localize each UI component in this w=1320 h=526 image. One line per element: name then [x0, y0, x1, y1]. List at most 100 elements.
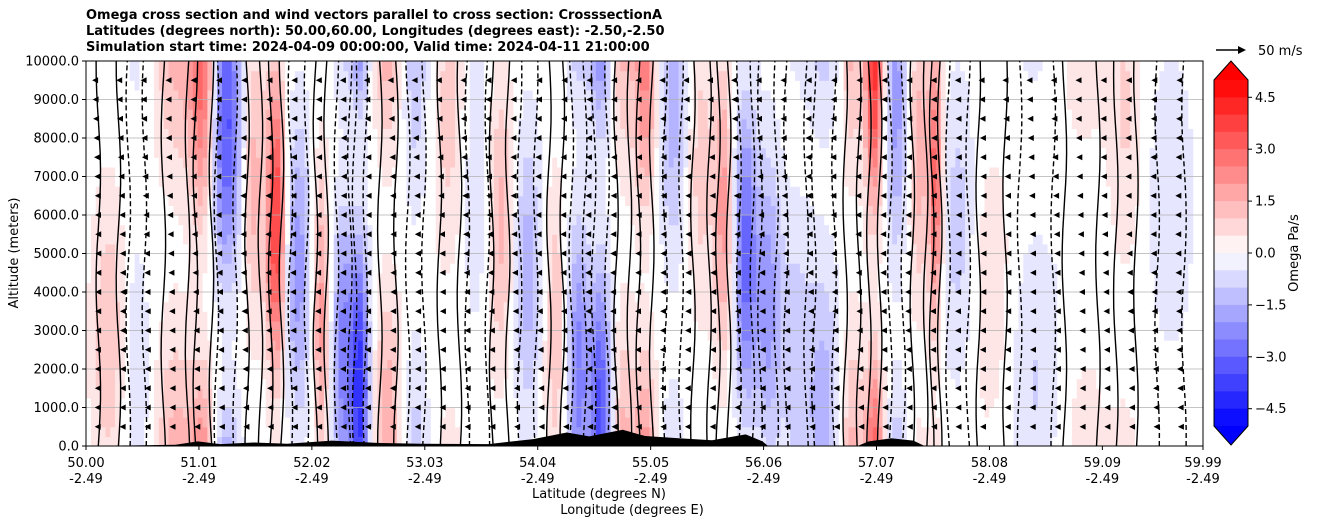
wind-vector-head — [709, 404, 716, 411]
omega-fill-cell — [906, 128, 913, 139]
omega-fill-cell — [566, 89, 592, 101]
omega-fill-cell — [775, 301, 782, 312]
omega-fill-cell — [552, 243, 558, 255]
wind-vector-head — [855, 115, 862, 122]
omega-fill-cell — [887, 224, 893, 235]
omega-fill-cell — [236, 378, 267, 389]
omega-fill-cell — [222, 61, 233, 72]
wind-vector-head — [464, 308, 471, 315]
wind-vector-head — [218, 346, 225, 353]
wind-vector-head — [586, 404, 593, 411]
omega-fill-cell — [1135, 234, 1151, 245]
omega-fill-cell — [246, 224, 252, 235]
wind-vector-head — [489, 346, 496, 353]
wind-vector-head — [316, 115, 323, 122]
omega-fill-cell — [294, 128, 306, 139]
omega-fill-cell — [882, 109, 888, 120]
omega-fill-cell — [86, 320, 97, 332]
omega-fill-cell — [460, 157, 466, 168]
omega-fill-cell — [1003, 224, 1117, 235]
omega-fill-cell — [280, 263, 286, 274]
omega-fill-cell — [542, 272, 548, 283]
wind-vector-head — [535, 212, 542, 218]
omega-fill-cell — [911, 128, 918, 139]
omega-contour-lines — [95, 61, 1187, 446]
omega-fill-cell — [610, 388, 616, 399]
omega-fill-cell — [595, 320, 602, 332]
omega-fill-cell — [576, 253, 582, 264]
omega-fill-cell — [285, 407, 310, 418]
omega-fill-cell — [285, 378, 291, 389]
omega-fill-cell — [489, 166, 495, 178]
omega-fill-cell — [736, 147, 743, 158]
wind-vector-head — [116, 96, 123, 103]
omega-fill-cell — [392, 388, 398, 399]
omega-fill-cell — [683, 243, 689, 255]
omega-fill-cell — [217, 253, 223, 264]
wind-vector-head — [660, 173, 667, 180]
omega-fill-cell — [838, 417, 845, 428]
omega-fill-cell — [615, 320, 655, 332]
omega-fill-cell — [518, 292, 524, 303]
omega-fill-cell — [421, 436, 432, 446]
omega-fill-cell — [1110, 215, 1136, 226]
omega-fill-cell — [693, 99, 699, 110]
omega-fill-cell — [586, 369, 592, 380]
omega-fill-cell — [610, 397, 616, 409]
omega-fill-cell — [974, 138, 1102, 149]
omega-fill-cell — [940, 320, 947, 332]
omega-fill-cell — [576, 369, 587, 380]
wind-vector-head — [365, 154, 372, 161]
omega-fill-cell — [246, 70, 252, 81]
wind-vector-head — [315, 308, 321, 315]
omega-fill-cell — [236, 205, 243, 216]
omega-fill-cell — [717, 80, 728, 91]
omega-fill-cell — [197, 80, 204, 91]
omega-fill-cell — [518, 138, 544, 149]
omega-fill-cell — [124, 388, 131, 399]
omega-fill-cell — [979, 234, 1010, 245]
omega-fill-cell — [280, 99, 286, 110]
omega-fill-cell — [367, 407, 374, 418]
omega-fill-cell — [722, 166, 728, 178]
wind-vector-head — [758, 250, 765, 257]
omega-fill-cell — [120, 311, 126, 322]
omega-fill-cell — [741, 359, 752, 370]
omega-fill-cell — [333, 292, 340, 303]
omega-fill-cell — [678, 272, 694, 283]
omega-fill-cell — [217, 176, 223, 187]
omega-fill-cell — [804, 272, 840, 283]
omega-fill-cell — [780, 417, 786, 428]
omega-fill-cell — [348, 349, 354, 360]
omega-fill-cell — [620, 176, 636, 187]
wind-vector-head — [512, 308, 519, 315]
omega-fill-cell — [916, 417, 922, 428]
omega-fill-cell — [222, 282, 233, 293]
wind-vector-head — [563, 423, 569, 430]
omega-fill-cell — [241, 109, 247, 120]
omega-fill-cell — [848, 109, 864, 120]
wind-vector-head — [95, 327, 102, 334]
wind-vector-head — [439, 250, 446, 257]
omega-fill-cell — [173, 349, 179, 360]
wind-vector-head — [464, 346, 471, 353]
omega-fill-cell — [251, 128, 267, 139]
omega-fill-cell — [931, 263, 937, 274]
omega-fill-cell — [950, 89, 971, 101]
omega-fill-cell — [736, 70, 762, 81]
omega-fill-cell — [523, 224, 534, 235]
contour-line-negative — [749, 61, 756, 446]
omega-fill-cell — [571, 292, 578, 303]
omega-fill-cell — [969, 243, 981, 255]
omega-fill-cell — [605, 388, 612, 399]
wind-vector-head — [780, 115, 787, 122]
omega-fill-cell — [969, 234, 981, 245]
omega-fill-cell — [401, 109, 412, 120]
contour-line-positive — [626, 61, 633, 446]
omega-fill-cell — [639, 61, 650, 72]
omega-fill-cell — [736, 138, 743, 149]
terrain-fill — [86, 429, 1203, 446]
wind-vector-head — [832, 327, 839, 334]
omega-fill-cell — [770, 195, 782, 206]
wind-vector-head — [142, 173, 149, 180]
